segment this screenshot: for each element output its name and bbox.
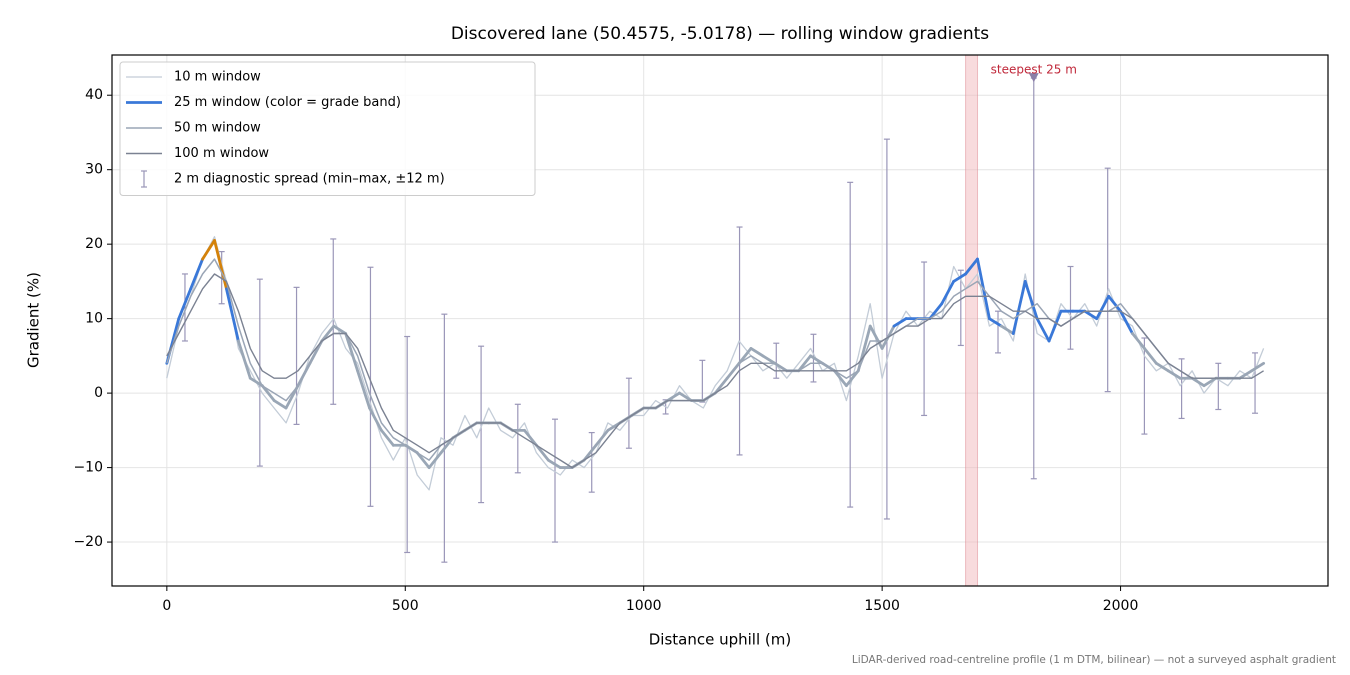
series-segment <box>1143 347 1158 365</box>
annotation-marker <box>1028 73 1039 83</box>
y-tick-label: 40 <box>85 87 103 103</box>
series-segment <box>1190 376 1206 388</box>
footnote: LiDAR-derived road-centreline profile (1… <box>852 654 1336 666</box>
series-segment <box>427 451 443 469</box>
series-line <box>166 258 1264 469</box>
series-segment <box>678 391 693 402</box>
series-segment <box>749 347 765 358</box>
series-segment <box>999 324 1015 335</box>
series-segment <box>964 257 979 276</box>
series-segment <box>928 302 944 321</box>
series-line <box>166 236 1265 491</box>
series-segment <box>332 324 348 335</box>
y-tick-label: −10 <box>73 460 103 476</box>
series-segment <box>201 239 216 261</box>
series-segment <box>809 354 824 365</box>
y-tick-label: 10 <box>85 311 103 327</box>
series-segment <box>737 347 753 365</box>
y-tick-label: 30 <box>85 162 103 178</box>
series-segment <box>1095 294 1111 321</box>
series-segment <box>380 428 395 447</box>
series-segment <box>988 317 1003 328</box>
x-tick-label: 0 <box>162 598 171 614</box>
x-tick-label: 500 <box>392 598 419 614</box>
legend-label: 100 m window <box>174 146 269 161</box>
series-segment <box>415 451 431 469</box>
series-segment <box>1011 280 1027 335</box>
x-tick-label: 1000 <box>626 598 662 614</box>
plot-frame <box>111 54 1329 587</box>
series-segment <box>1131 332 1146 350</box>
series-segment <box>833 369 848 388</box>
series-segment <box>320 324 336 343</box>
series-segment <box>1023 280 1039 321</box>
series-segment <box>868 324 884 350</box>
series-segment <box>797 354 813 373</box>
series-segment <box>344 332 359 373</box>
legend-label: 10 m window <box>174 70 261 85</box>
series-segment <box>260 384 276 402</box>
series-line <box>166 273 1264 469</box>
legend: 10 m window 25 m window (color = grade ba… <box>119 61 536 196</box>
legend-label: 50 m window <box>174 121 261 136</box>
series-segment <box>666 391 681 402</box>
series-segment <box>1047 309 1063 343</box>
series-segment <box>1166 369 1182 380</box>
chart-title: Discovered lane (50.4575, -5.0178) — rol… <box>451 24 989 44</box>
x-tick-label: 2000 <box>1103 598 1139 614</box>
legend-label: 25 m window (color = grade band) <box>174 95 401 110</box>
series-segment <box>844 369 860 388</box>
series-segment <box>272 399 288 410</box>
series-segment <box>952 272 967 283</box>
legend-box <box>119 61 536 196</box>
series-segment <box>1035 317 1051 343</box>
series-segment <box>1202 376 1218 388</box>
series-segment <box>248 376 264 388</box>
series-segment <box>1154 361 1170 373</box>
y-tick-label: 20 <box>85 236 103 252</box>
series-segment <box>940 280 956 306</box>
x-axis-label: Distance uphill (m) <box>649 631 791 649</box>
series-segment <box>356 369 371 410</box>
series-segment <box>892 317 908 328</box>
series-segment <box>856 324 872 373</box>
series-segment <box>189 257 205 291</box>
series-segment <box>1107 294 1122 313</box>
series-segment <box>177 287 193 321</box>
series-segment <box>213 239 228 291</box>
series-segment <box>761 354 777 365</box>
x-tick-label: 1500 <box>864 598 900 614</box>
y-tick-label: −20 <box>73 534 103 550</box>
series-segment <box>225 287 240 343</box>
legend-label: 2 m diagnostic spread (min–max, ±12 m) <box>174 172 445 187</box>
series-segment <box>368 406 383 432</box>
highlight-span <box>965 54 979 587</box>
y-axis-label: Gradient (%) <box>25 272 43 368</box>
series-segment <box>439 436 455 455</box>
y-tick-label: 0 <box>94 385 103 401</box>
series-segment <box>236 339 252 380</box>
annotation-label: steepest 25 m <box>991 63 1077 77</box>
series-segment <box>1119 309 1134 335</box>
series-segment <box>1083 309 1099 321</box>
